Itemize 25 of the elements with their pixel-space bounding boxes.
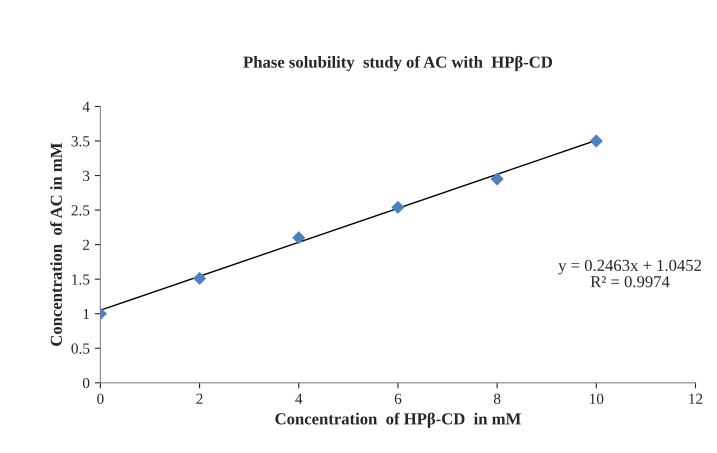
x-tick-label: 8 bbox=[494, 394, 500, 404]
x-tick-label: 2 bbox=[196, 394, 203, 404]
y-tick-label: 0 bbox=[82, 378, 90, 388]
x-tick-label: 10 bbox=[590, 394, 604, 404]
y-tick-label: 0.5 bbox=[71, 343, 90, 354]
y-tick-label: 4 bbox=[82, 102, 90, 112]
x-tick-label: 12 bbox=[689, 394, 702, 404]
point bbox=[192, 272, 206, 286]
annotation: y = 0.2463x + 1.0452 R² = 0.9974 bbox=[558, 260, 702, 288]
y-tick-label: 1.5 bbox=[72, 274, 90, 285]
y-tick-label: 3.5 bbox=[72, 136, 90, 147]
y-tick-label: 1 bbox=[84, 308, 90, 320]
point bbox=[590, 134, 603, 148]
y-axis-title: Concentration of AC in mM bbox=[50, 143, 62, 346]
point bbox=[490, 172, 504, 186]
chart-title: Phase solubility study of AC with HPβ-CD bbox=[243, 56, 552, 72]
y-tick-label: 3 bbox=[83, 170, 90, 181]
point bbox=[292, 231, 306, 244]
x-axis-title: Concentration of HPβ-CD in mM bbox=[275, 412, 521, 428]
x-tick-label: 4 bbox=[295, 394, 302, 404]
x-tick-label: 6 bbox=[394, 394, 402, 404]
y-tick-label: 2 bbox=[82, 240, 90, 250]
y-tick-label: 2.5 bbox=[72, 205, 90, 216]
x-tick-label: 0 bbox=[97, 394, 104, 404]
point bbox=[391, 200, 405, 214]
